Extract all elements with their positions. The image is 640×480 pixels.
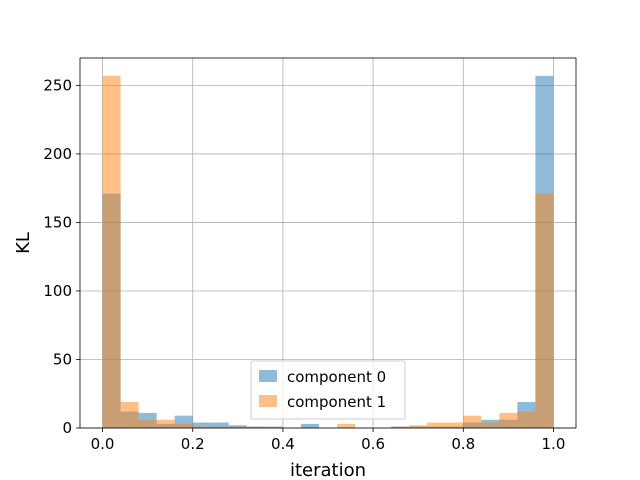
histogram-bar: [481, 422, 500, 428]
x-axis-label: iteration: [290, 460, 366, 480]
x-tick-label: 0.4: [271, 435, 295, 453]
x-tick-label: 0.0: [91, 435, 115, 453]
histogram-bar: [427, 422, 446, 428]
plot-frame: [79, 57, 577, 429]
histogram-bar: [210, 422, 229, 428]
histogram-bar: [228, 426, 247, 428]
histogram-bar: [246, 426, 265, 428]
histogram-bar: [192, 422, 211, 428]
legend-swatch: [259, 395, 277, 407]
y-axis-label: KL: [13, 232, 34, 254]
y-tick-label: 100: [43, 282, 72, 300]
histogram-bar: [192, 426, 211, 428]
y-tick-label: 0: [62, 419, 72, 437]
histogram-bar: [517, 411, 536, 428]
legend-label: component 0: [287, 368, 386, 386]
histogram-bar: [102, 75, 121, 428]
series-1-bars: [102, 75, 554, 428]
histogram-bar: [445, 422, 464, 428]
histogram-bar: [264, 426, 283, 428]
histogram-bar: [391, 426, 410, 428]
y-tick-label: 200: [43, 145, 72, 163]
histogram-bar: [463, 415, 482, 428]
histogram-bar: [499, 412, 518, 428]
x-tick-label: 0.8: [451, 435, 475, 453]
histogram-bar: [120, 401, 139, 428]
histogram-bar: [300, 423, 319, 428]
legend: component 0 component 1: [250, 360, 406, 420]
histogram-bar: [210, 426, 229, 428]
histogram-bar: [156, 419, 175, 428]
histogram-bar: [409, 425, 428, 428]
y-tick-label: 50: [53, 350, 72, 368]
histogram-bars: [102, 75, 554, 428]
y-tick-label: 250: [43, 76, 72, 94]
x-tick-label: 0.2: [181, 435, 205, 453]
histogram-bar: [337, 423, 356, 428]
legend-label: component 1: [287, 393, 386, 411]
x-tick-label: 0.6: [361, 435, 385, 453]
histogram-bar: [174, 423, 193, 428]
histogram-bar: [138, 419, 157, 428]
y-tick-label: 150: [43, 213, 72, 231]
legend-box: [250, 360, 406, 420]
x-tick-label: 1.0: [542, 435, 566, 453]
legend-swatch: [259, 370, 277, 382]
histogram-bar: [535, 193, 554, 428]
axis-ticks: 0.0 0.2 0.4 0.6 0.8 1.0 0 50 100 150 200 250: [43, 76, 565, 453]
